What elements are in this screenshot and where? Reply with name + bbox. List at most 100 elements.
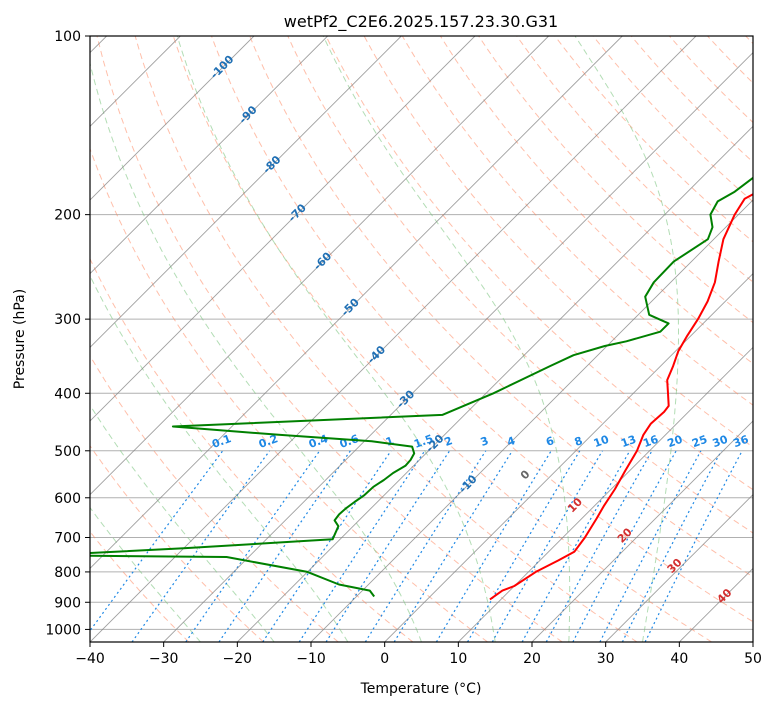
isotherm-line xyxy=(679,567,753,642)
isotherm-line xyxy=(531,420,753,642)
y-tick-label: 100 xyxy=(54,29,81,45)
dry-adiabat-line xyxy=(90,354,339,642)
isotherm-line xyxy=(90,36,328,275)
dry-adiabat-line xyxy=(287,36,753,534)
dry-adiabat-line xyxy=(249,36,753,578)
isotherm-label: -30 xyxy=(394,387,417,410)
x-tick-label: −30 xyxy=(149,651,179,667)
isotherm-line xyxy=(605,494,753,642)
x-tick-label: 10 xyxy=(449,651,467,667)
isotherm-line xyxy=(237,125,753,642)
mixing-ratio-label: 8 xyxy=(573,434,585,449)
mixing-ratio-line xyxy=(298,450,426,642)
isotherm-line xyxy=(90,36,623,569)
isotherm-line xyxy=(163,52,753,642)
mixing-ratio-label: 3 xyxy=(479,434,491,449)
y-tick-label: 600 xyxy=(54,491,81,507)
mixing-ratio-label: 0.6 xyxy=(338,432,361,451)
y-tick-label: 800 xyxy=(54,565,81,581)
mixing-ratio-line xyxy=(621,450,722,642)
isotherm-line xyxy=(90,36,476,422)
mixing-ratio-label: 20 xyxy=(666,433,685,451)
isotherm-label: -70 xyxy=(286,201,309,224)
dry-adiabat-line xyxy=(325,36,753,491)
plot-annotation-labels: 0.1 0.2 0.4 0.6 1 1.5 2 3 4 6 8 10 13 16 20 25 30 36-100-… xyxy=(208,53,751,607)
isotherm-line xyxy=(458,346,753,642)
x-tick-label: 20 xyxy=(523,651,541,667)
mixing-ratio-line xyxy=(521,450,631,642)
plot-frame xyxy=(89,35,754,643)
mixing-ratio-line xyxy=(131,450,271,642)
mixing-ratio-line xyxy=(491,450,604,642)
x-axis-title: Temperature (°C) xyxy=(360,681,482,697)
mixing-ratio-label: 16 xyxy=(641,433,660,451)
y-tick-label: 900 xyxy=(54,595,81,611)
mixing-ratio-line xyxy=(545,450,653,642)
x-tick-label: −10 xyxy=(296,651,326,667)
isotherm-line xyxy=(90,36,549,496)
mixing-ratio-label: 0.2 xyxy=(257,432,280,451)
y-tick-label: 300 xyxy=(54,312,81,328)
mixing-ratio-label: 36 xyxy=(732,433,751,451)
moist-adiabat-line xyxy=(574,36,679,642)
mixing-ratio-line xyxy=(393,450,513,642)
dry-adiabat-line xyxy=(554,36,753,243)
chart-title: wetPf2_C2E6.2025.157.23.30.G31 xyxy=(284,12,558,32)
y-tick-label: 200 xyxy=(54,208,81,224)
moist-adiabat-line xyxy=(90,404,275,642)
moist-adiabat-line xyxy=(322,36,571,642)
y-tick-label: 400 xyxy=(54,386,81,402)
dry-adiabat-line xyxy=(96,36,563,642)
mixing-ratio-line xyxy=(435,450,552,642)
mixing-ratio-label: 10 xyxy=(592,433,611,451)
plot-background-lines xyxy=(90,36,753,642)
wet-bulb-label: 40 xyxy=(714,586,734,606)
dry-adiabat-line xyxy=(90,257,414,642)
wet-bulb-label: 0 xyxy=(518,467,533,482)
mixing-ratio-label: 4 xyxy=(505,434,517,449)
moist-adiabat-line xyxy=(176,36,496,642)
isotherm-line xyxy=(90,36,255,201)
mixing-ratio-label: 30 xyxy=(711,433,730,451)
dry-adiabat-line xyxy=(211,36,753,623)
isotherm-label: -90 xyxy=(236,103,259,126)
dry-adiabat-line xyxy=(592,36,753,203)
x-tick-label: 0 xyxy=(380,651,389,667)
isotherm-line xyxy=(90,36,697,642)
x-tick-label: 30 xyxy=(597,651,615,667)
temperature-line xyxy=(489,193,753,601)
mixing-ratio-label: 25 xyxy=(690,433,709,450)
isotherm-line xyxy=(90,36,402,348)
isotherm-label: -10 xyxy=(456,472,479,495)
mixing-ratio-label: 0.1 xyxy=(210,432,233,451)
mixing-ratio-label: 2 xyxy=(443,434,455,449)
y-tick-label: 500 xyxy=(54,444,81,460)
mixing-ratio-line xyxy=(185,450,321,642)
mixing-ratio-label: 1.5 xyxy=(412,432,435,451)
dry-adiabat-line xyxy=(745,36,753,45)
mixing-ratio-label: 1 xyxy=(384,434,396,449)
y-tick-label: 1000 xyxy=(45,622,81,638)
mixing-ratio-line xyxy=(466,450,581,642)
moist-adiabat-line xyxy=(90,61,422,642)
mixing-ratio-line xyxy=(262,450,392,642)
dry-adiabat-line xyxy=(172,36,712,642)
isotherm-line xyxy=(752,641,753,642)
axes: −40 −30 −20 −10 0 10 20 30 40 5010009008007006005… xyxy=(45,29,762,667)
isotherm-label: -100 xyxy=(208,53,237,82)
dry-adiabat-line xyxy=(478,36,753,324)
x-tick-label: −40 xyxy=(75,651,105,667)
dewpoint-line xyxy=(90,176,753,598)
mixing-ratio-line xyxy=(599,450,702,642)
isotherm-line xyxy=(384,273,753,642)
y-tick-label: 700 xyxy=(54,531,81,547)
moist-adiabat-line xyxy=(90,274,349,642)
x-tick-label: 50 xyxy=(744,651,762,667)
mixing-ratio-label: 6 xyxy=(544,434,556,449)
isotherm-line xyxy=(310,199,753,642)
mixing-ratio-line xyxy=(572,450,677,642)
wet-bulb-label: 30 xyxy=(665,556,685,576)
dry-adiabat-line xyxy=(90,530,190,642)
